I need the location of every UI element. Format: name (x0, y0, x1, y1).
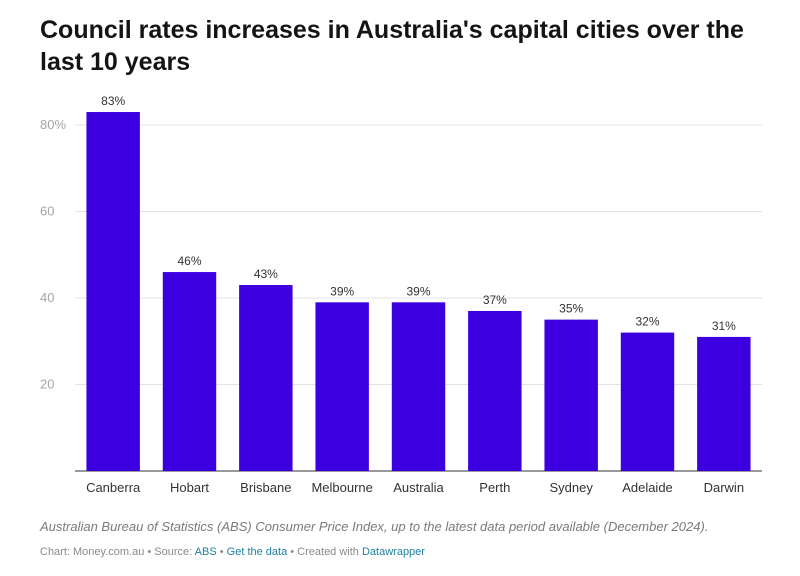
source-note: Australian Bureau of Statistics (ABS) Co… (40, 519, 709, 534)
x-category-label: Perth (479, 480, 510, 495)
y-tick-label: 40 (40, 290, 54, 305)
bar-value-label: 31% (712, 319, 736, 333)
labels: 20 40 60 80% 83% Canberra 46% Hobart 43% Brisbane… (40, 94, 744, 495)
chart-title: Council rates increases in Australia's c… (40, 16, 744, 76)
datawrapper-link[interactable]: Datawrapper (361, 546, 425, 558)
bar-value-label: 83% (101, 94, 125, 108)
bar-value-label: 39% (330, 284, 354, 298)
x-category-label: Australia (393, 480, 444, 495)
y-tick-label: 20 (40, 377, 54, 392)
x-category-label: Canberra (86, 480, 141, 495)
bars (86, 112, 751, 472)
bar (697, 336, 751, 471)
bar (544, 319, 598, 471)
bar-value-label: 43% (254, 267, 278, 281)
x-category-label: Adelaide (622, 480, 673, 495)
x-category-label: Brisbane (240, 480, 291, 495)
x-category-label: Sydney (549, 480, 593, 495)
y-tick-label: 80% (40, 117, 66, 132)
get-data-link[interactable]: Get the data (226, 546, 288, 558)
footer-prefix: Chart: Money.com.au • Source: (40, 546, 195, 558)
x-category-label: Darwin (704, 480, 744, 495)
bar (468, 310, 522, 471)
y-tick-label: 60 (40, 204, 54, 219)
bar-value-label: 39% (406, 284, 430, 298)
source-link[interactable]: ABS (194, 546, 217, 558)
footer-sep-1: • (216, 546, 227, 558)
bar-value-label: 35% (559, 302, 583, 316)
bar (620, 332, 675, 471)
x-category-label: Melbourne (311, 480, 372, 495)
bar (86, 112, 140, 472)
bar (162, 272, 217, 471)
footer-sep-2: • Created with (287, 546, 362, 558)
bar (315, 302, 369, 471)
bar-value-label: 32% (635, 315, 659, 329)
bar (239, 285, 293, 471)
bar-value-label: 46% (177, 254, 201, 268)
x-category-label: Hobart (170, 480, 209, 495)
bar (391, 302, 446, 471)
bar-value-label: 37% (483, 293, 507, 307)
chart-footer: Chart: Money.com.au • Source: ABS • Get … (40, 546, 425, 558)
